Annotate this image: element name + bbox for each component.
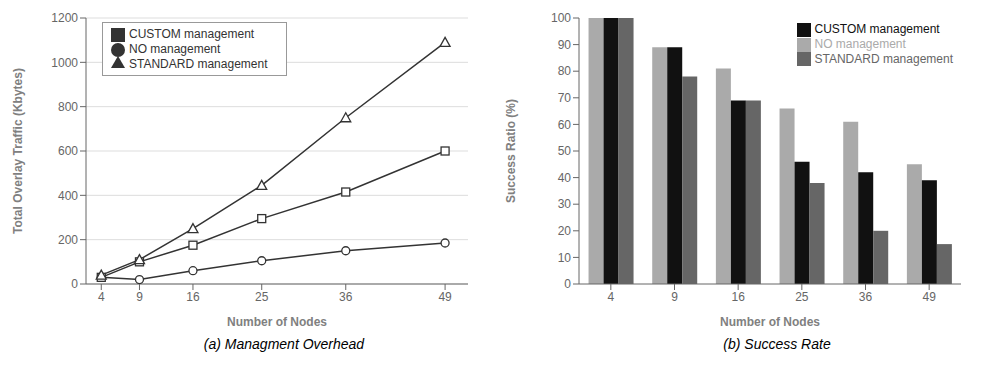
html-text:(b) Success Rate: (b) Success Rate xyxy=(723,336,831,352)
svg-text:0: 0 xyxy=(564,277,571,291)
svg-text:Total Overlay Traffic (Kbytes): Total Overlay Traffic (Kbytes) xyxy=(11,68,25,234)
svg-text:25: 25 xyxy=(795,290,809,304)
svg-text:100: 100 xyxy=(551,11,571,25)
svg-text:9: 9 xyxy=(136,290,143,304)
svg-text:70: 70 xyxy=(558,91,572,105)
svg-text:25: 25 xyxy=(255,290,269,304)
svg-text:1200: 1200 xyxy=(51,11,78,25)
svg-text:600: 600 xyxy=(58,144,78,158)
svg-text:0: 0 xyxy=(71,277,78,291)
svg-text:Number of Nodes: Number of Nodes xyxy=(720,315,820,329)
svg-text:40: 40 xyxy=(558,171,572,185)
svg-text:800: 800 xyxy=(58,100,78,114)
svg-text:9: 9 xyxy=(671,290,678,304)
svg-text:200: 200 xyxy=(58,233,78,247)
svg-text:60: 60 xyxy=(558,118,572,132)
html-text:CUSTOM management: CUSTOM management xyxy=(129,27,255,41)
html-text:STANDARD management: STANDARD management xyxy=(814,51,953,66)
svg-text:90: 90 xyxy=(558,38,572,52)
svg-text:49: 49 xyxy=(438,290,452,304)
svg-text:49: 49 xyxy=(922,290,936,304)
html-text:NO management: NO management xyxy=(129,41,221,56)
svg-text:1000: 1000 xyxy=(51,56,78,70)
html-text:(a) Managment Overhead: (a) Managment Overhead xyxy=(203,336,365,352)
svg-text:16: 16 xyxy=(186,290,200,304)
svg-text:Number of Nodes: Number of Nodes xyxy=(227,315,327,329)
svg-text:4: 4 xyxy=(98,290,105,304)
html-text:STANDARD management: STANDARD management xyxy=(129,56,268,71)
svg-text:16: 16 xyxy=(731,290,745,304)
svg-text:36: 36 xyxy=(339,290,353,304)
svg-text:36: 36 xyxy=(859,290,873,304)
svg-text:30: 30 xyxy=(558,197,572,211)
svg-text:4: 4 xyxy=(607,290,614,304)
svg-text:400: 400 xyxy=(58,189,78,203)
svg-text:Success Ratio (%): Success Ratio (%) xyxy=(504,99,518,203)
svg-text:10: 10 xyxy=(558,251,572,265)
svg-text:80: 80 xyxy=(558,64,572,78)
html-text:NO management: NO management xyxy=(814,36,906,51)
html-text:CUSTOM management: CUSTOM management xyxy=(814,22,940,36)
svg-text:50: 50 xyxy=(558,144,572,158)
svg-text:20: 20 xyxy=(558,224,572,238)
